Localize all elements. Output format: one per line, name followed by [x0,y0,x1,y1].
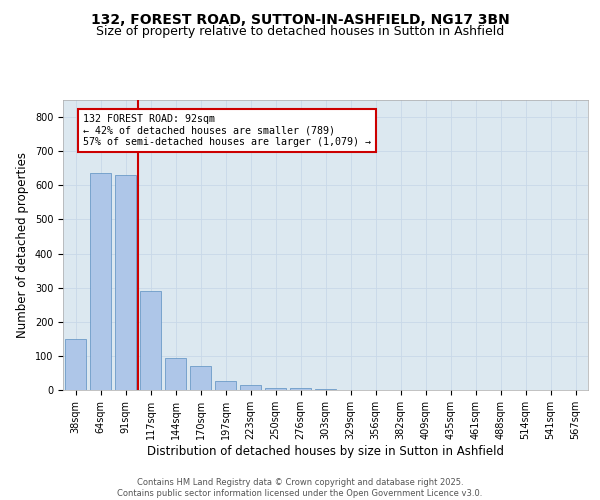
Bar [190,366,211,390]
Bar [115,175,136,390]
Text: Size of property relative to detached houses in Sutton in Ashfield: Size of property relative to detached ho… [96,25,504,38]
Text: 132 FOREST ROAD: 92sqm
← 42% of detached houses are smaller (789)
57% of semi-de: 132 FOREST ROAD: 92sqm ← 42% of detached… [83,114,371,147]
Bar [215,382,236,390]
Text: 132, FOREST ROAD, SUTTON-IN-ASHFIELD, NG17 3BN: 132, FOREST ROAD, SUTTON-IN-ASHFIELD, NG… [91,12,509,26]
Bar [240,385,261,390]
Bar [65,339,86,390]
Bar [165,358,186,390]
Bar [265,388,286,390]
Bar [90,174,111,390]
Y-axis label: Number of detached properties: Number of detached properties [16,152,29,338]
Bar [140,291,161,390]
Bar [290,388,311,390]
X-axis label: Distribution of detached houses by size in Sutton in Ashfield: Distribution of detached houses by size … [147,444,504,458]
Text: Contains HM Land Registry data © Crown copyright and database right 2025.
Contai: Contains HM Land Registry data © Crown c… [118,478,482,498]
